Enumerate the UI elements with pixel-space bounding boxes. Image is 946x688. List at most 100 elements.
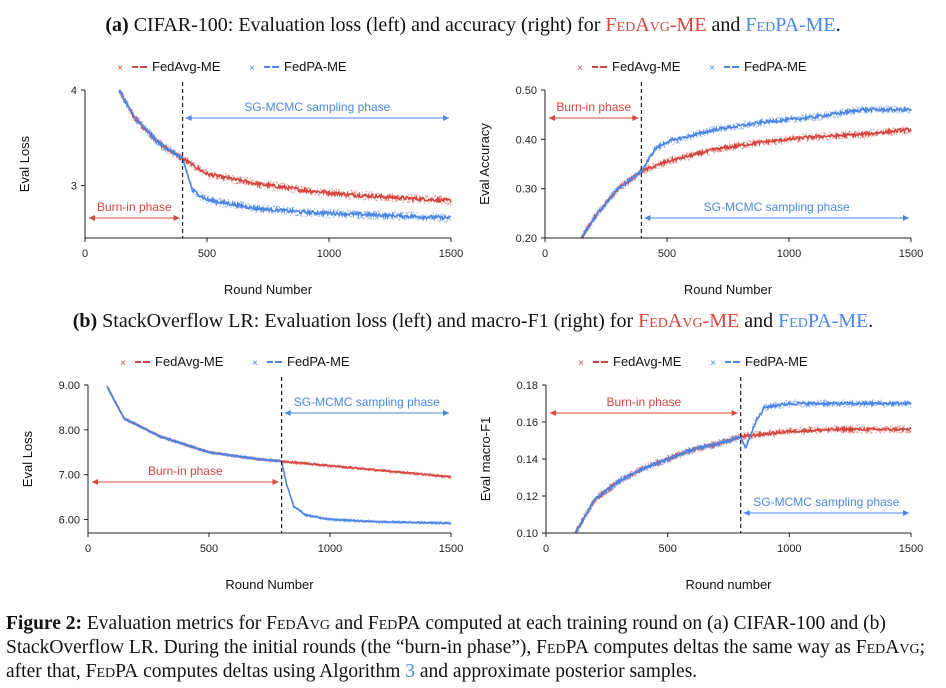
- series-fedpa: [574, 399, 912, 534]
- x-axis-label: Round number: [686, 577, 773, 592]
- y-tick-label: 0.12: [517, 491, 538, 503]
- y-tick-label: 9.00: [59, 380, 80, 392]
- scatter-point: [835, 110, 838, 112]
- scatter-point: [352, 190, 355, 192]
- scatter-point: [843, 406, 845, 408]
- scatter-point: [405, 211, 407, 214]
- scatter-point: [812, 113, 815, 116]
- scatter-point: [299, 214, 302, 216]
- scatter-point: [300, 185, 303, 188]
- scatter-point: [848, 405, 850, 408]
- scatter-point: [608, 195, 611, 198]
- scatter-point: [398, 219, 401, 221]
- scatter-point: [622, 481, 625, 483]
- scatter-point: [426, 195, 429, 197]
- scatter-point: [277, 205, 280, 208]
- chart-cifar-accuracy: × FedAvg-ME × FedPA-ME0 500 1000 15000.200.300…: [477, 59, 923, 297]
- scatter-point: [856, 431, 859, 434]
- scatter-point: [393, 212, 396, 214]
- scatter-point: [816, 399, 819, 402]
- legend-marker-fedavg: ×: [117, 63, 123, 74]
- scatter-point: [636, 176, 638, 178]
- scatter-point: [828, 430, 830, 433]
- scatter-point: [386, 199, 388, 202]
- scatter-point: [406, 212, 408, 214]
- scatter-point: [890, 430, 893, 433]
- scatter-point: [703, 134, 706, 137]
- scatter-point: [160, 139, 162, 142]
- scatter-point: [822, 138, 824, 141]
- scatter-point: [875, 426, 878, 428]
- scatter-point: [421, 520, 424, 523]
- scatter-point: [870, 129, 873, 131]
- scatter-point: [199, 199, 202, 201]
- scatter-point: [631, 474, 633, 477]
- x-axis-label: Round Number: [224, 282, 313, 297]
- scatter-point: [714, 440, 717, 443]
- scatter-point: [231, 181, 233, 183]
- scatter-point: [786, 121, 789, 123]
- scatter-point: [380, 198, 383, 201]
- scatter-point: [727, 442, 729, 444]
- scatter-point: [162, 147, 164, 149]
- scatter-point: [338, 464, 341, 467]
- scatter-point: [392, 522, 395, 525]
- scatter-point: [267, 204, 270, 207]
- scatter-point: [589, 510, 591, 513]
- algorithm-link[interactable]: 3: [405, 661, 416, 682]
- scatter-point: [699, 449, 701, 452]
- scatter-point: [683, 449, 685, 451]
- burnin-phase-annotation: Burn-in phase: [92, 464, 279, 485]
- scatter-point: [597, 493, 600, 495]
- scatter-point: [865, 129, 868, 132]
- scatter-point: [780, 407, 782, 409]
- scatter-point: [792, 400, 795, 403]
- scatter-point: [667, 137, 669, 139]
- scatter-point: [826, 111, 828, 113]
- scatter-point: [855, 131, 857, 133]
- x-tick-label: 500: [198, 248, 216, 260]
- scatter-point: [718, 439, 721, 441]
- legend-label-fedpa: FedPA-ME: [745, 354, 808, 369]
- scatter-point: [798, 429, 801, 431]
- scatter-point: [138, 117, 140, 119]
- scatter-point: [446, 201, 448, 204]
- scatter-point: [133, 119, 136, 121]
- scatter-point: [425, 475, 427, 477]
- scatter-point: [833, 403, 836, 406]
- scatter-point: [757, 139, 759, 141]
- scatter-point: [277, 189, 279, 192]
- scatter-point: [197, 189, 199, 192]
- scatter-point: [220, 197, 222, 200]
- scatter-point: [908, 111, 911, 114]
- scatter-point: [899, 401, 901, 403]
- scatter-point: [853, 404, 855, 406]
- scatter-point: [200, 191, 202, 193]
- scatter-point: [900, 106, 903, 109]
- y-tick-label: 6.00: [59, 515, 80, 527]
- scatter-point: [883, 431, 885, 433]
- axes: 0 500 1000 1500 0.10 0.12 0.14 0.16 0.18 Round nu…: [478, 380, 923, 592]
- scatter-point: [681, 449, 683, 452]
- scatter-point: [249, 177, 251, 180]
- scatter-point: [752, 139, 754, 141]
- scatter-point: [343, 210, 345, 213]
- scatter-point: [314, 194, 317, 196]
- scatter-point: [292, 192, 295, 194]
- scatter-point: [742, 127, 745, 130]
- x-tick-label: 500: [658, 543, 676, 555]
- scatter-point: [782, 407, 785, 409]
- scatter-point: [737, 433, 740, 436]
- scatter-point: [223, 180, 226, 182]
- scatter-point: [394, 472, 396, 474]
- scatter-point: [227, 198, 229, 201]
- sampling-phase-annotation: SG-MCMC sampling phase: [644, 200, 909, 221]
- scatter-point: [678, 450, 680, 453]
- scatter-point: [138, 118, 140, 120]
- scatter-point: [299, 208, 301, 211]
- scatter-point: [905, 431, 907, 433]
- scatter-point: [647, 462, 649, 465]
- scatter-point: [625, 479, 628, 481]
- scatter-point: [411, 211, 413, 214]
- scatter-point: [180, 160, 183, 163]
